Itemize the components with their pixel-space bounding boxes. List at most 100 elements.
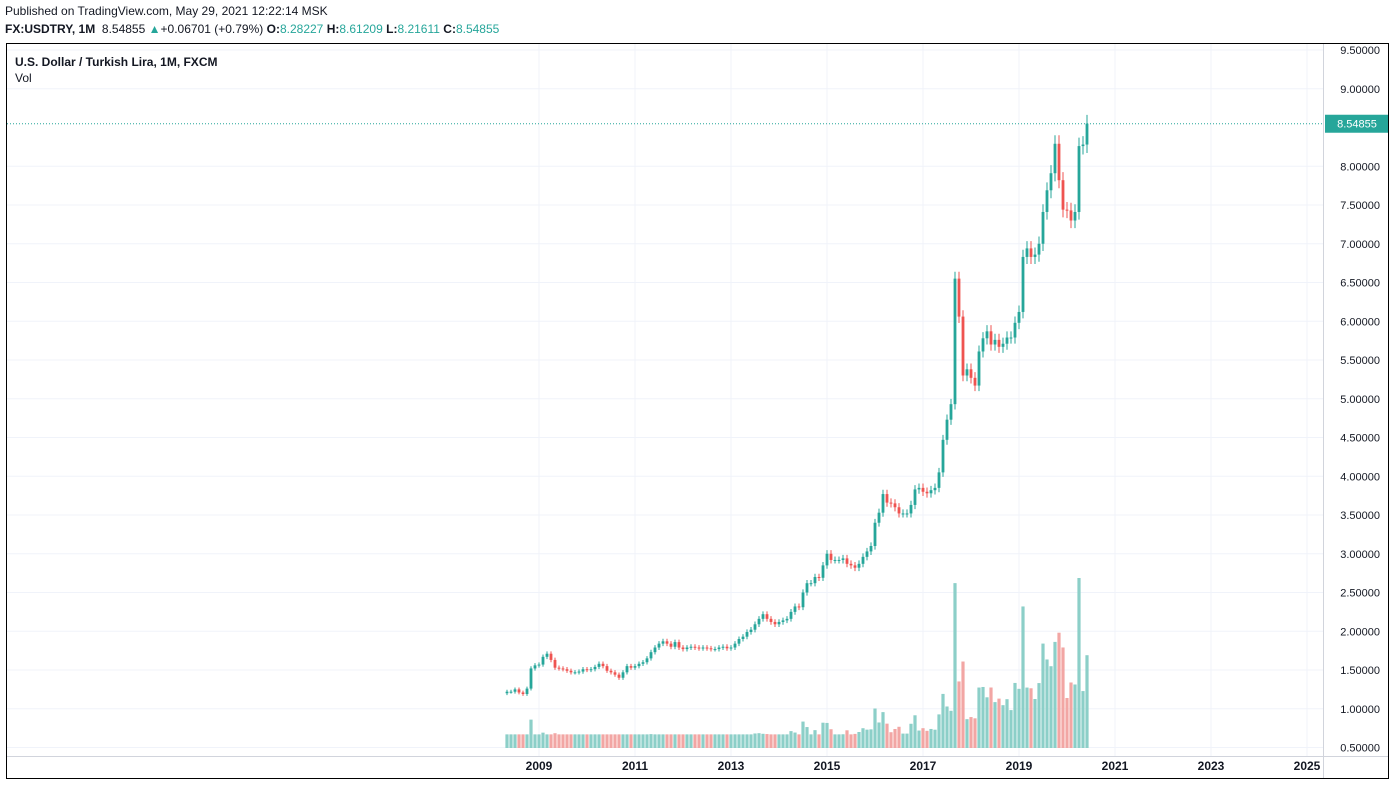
candle-body: [873, 522, 877, 546]
candle-body: [593, 666, 597, 670]
candle-body: [833, 559, 837, 561]
y-tick-label: 5.50000: [1340, 355, 1380, 367]
candle-body: [649, 652, 653, 659]
volume-bar: [745, 734, 749, 748]
volume-bar: [1057, 632, 1061, 748]
volume-bar: [1069, 682, 1073, 748]
candle-body: [705, 647, 709, 649]
chart-title[interactable]: U.S. Dollar / Turkish Lira, 1M, FXCM: [15, 55, 218, 69]
volume-bar: [525, 734, 529, 748]
volume-bar: [901, 733, 905, 748]
candle-body: [1065, 209, 1069, 211]
candle-body: [605, 666, 609, 671]
candle-body: [561, 668, 565, 670]
candle-body: [925, 491, 929, 494]
candle-body: [1025, 248, 1029, 257]
candle-body: [537, 664, 541, 666]
candle-body: [789, 611, 793, 619]
volume-bar: [993, 702, 997, 748]
symbol-ohlc-bar: FX:USDTRY, 1M 8.54855 ▲+0.06701 (+0.79%)…: [5, 22, 499, 36]
volume-bar: [1073, 684, 1077, 748]
price-chart[interactable]: 0.50000 1.00000 1.50000 2.00000 2.50000 3.000…: [7, 44, 1389, 779]
volume-bar: [1013, 682, 1017, 748]
volume-bar: [1081, 691, 1085, 748]
candle-body: [597, 663, 601, 667]
y-tick-label: 3.50000: [1340, 510, 1380, 522]
candle-body: [753, 624, 757, 630]
volume-label[interactable]: Vol: [15, 71, 32, 85]
candle-body: [545, 653, 549, 657]
volume-bar: [641, 734, 645, 748]
candle-body: [541, 656, 545, 665]
volume-bar: [769, 734, 773, 748]
y-tick-label: 7.50000: [1340, 200, 1380, 212]
candle-body: [673, 642, 677, 647]
volume-bar: [773, 734, 777, 748]
volume-bar: [721, 734, 725, 748]
volume-bar: [801, 721, 805, 748]
volume-bar: [797, 734, 801, 748]
volume-bar: [737, 734, 741, 748]
candle-body: [885, 494, 889, 503]
candle-body: [985, 331, 989, 339]
candle-body: [757, 618, 761, 625]
volume-bar: [793, 732, 797, 748]
candle-body: [797, 606, 801, 608]
volume-bar: [753, 733, 757, 748]
candle-body: [1017, 311, 1021, 323]
candle-body: [525, 688, 529, 695]
y-tick-label: 6.00000: [1340, 316, 1380, 328]
candle-body: [989, 331, 993, 345]
candle-body: [1021, 256, 1025, 312]
candle-body: [529, 668, 533, 689]
candle-body: [1081, 144, 1085, 147]
candle-body: [685, 647, 689, 650]
candle-body: [1073, 211, 1077, 221]
volume-bar: [857, 731, 861, 748]
volume-bar: [833, 734, 837, 748]
y-tick-label: 9.00000: [1340, 84, 1380, 96]
volume-bar: [809, 734, 813, 748]
candle-body: [1069, 210, 1073, 221]
volume-bar: [645, 734, 649, 748]
volume-bar: [549, 734, 553, 748]
volume-bar: [765, 734, 769, 748]
y-tick-label: 8.00000: [1340, 161, 1380, 173]
y-tick-label: 6.50000: [1340, 278, 1380, 290]
candle-body: [1041, 211, 1045, 244]
candle-body: [725, 646, 729, 649]
candle-body: [857, 563, 861, 568]
volume-bar: [541, 732, 545, 748]
candle-body: [681, 647, 685, 650]
candle-body: [761, 614, 765, 619]
volume-bar: [581, 734, 585, 748]
y-tick-label: 1.00000: [1340, 704, 1380, 716]
chart-frame[interactable]: 0.50000 1.00000 1.50000 2.00000 2.50000 3.000…: [6, 43, 1389, 779]
volume-bar: [725, 734, 729, 748]
candle-body: [897, 507, 901, 514]
volume-bar: [813, 730, 817, 748]
candle-body: [557, 667, 561, 669]
volume-bar: [929, 728, 933, 748]
candle-body: [853, 565, 857, 568]
candle-body: [993, 339, 997, 345]
y-tick-label: 3.00000: [1340, 549, 1380, 561]
volume-bar: [1085, 655, 1089, 748]
volume-bar: [537, 734, 541, 748]
symbol-name[interactable]: FX:USDTRY, 1M: [5, 22, 96, 36]
x-tick-label: 2009: [526, 759, 553, 773]
volume-bar: [825, 722, 829, 748]
volume-bar: [1005, 699, 1009, 748]
volume-bar: [945, 706, 949, 748]
volume-bar: [785, 734, 789, 748]
y-tick-label: 1.50000: [1340, 665, 1380, 677]
volume-bar: [893, 729, 897, 748]
volume-bar: [653, 734, 657, 748]
volume-bar: [589, 734, 593, 748]
volume-bar: [973, 718, 977, 748]
volume-bar: [729, 734, 733, 748]
volume-bar: [977, 687, 981, 748]
volume-bar: [781, 734, 785, 748]
volume-bar: [865, 729, 869, 748]
volume-bar: [837, 734, 841, 748]
